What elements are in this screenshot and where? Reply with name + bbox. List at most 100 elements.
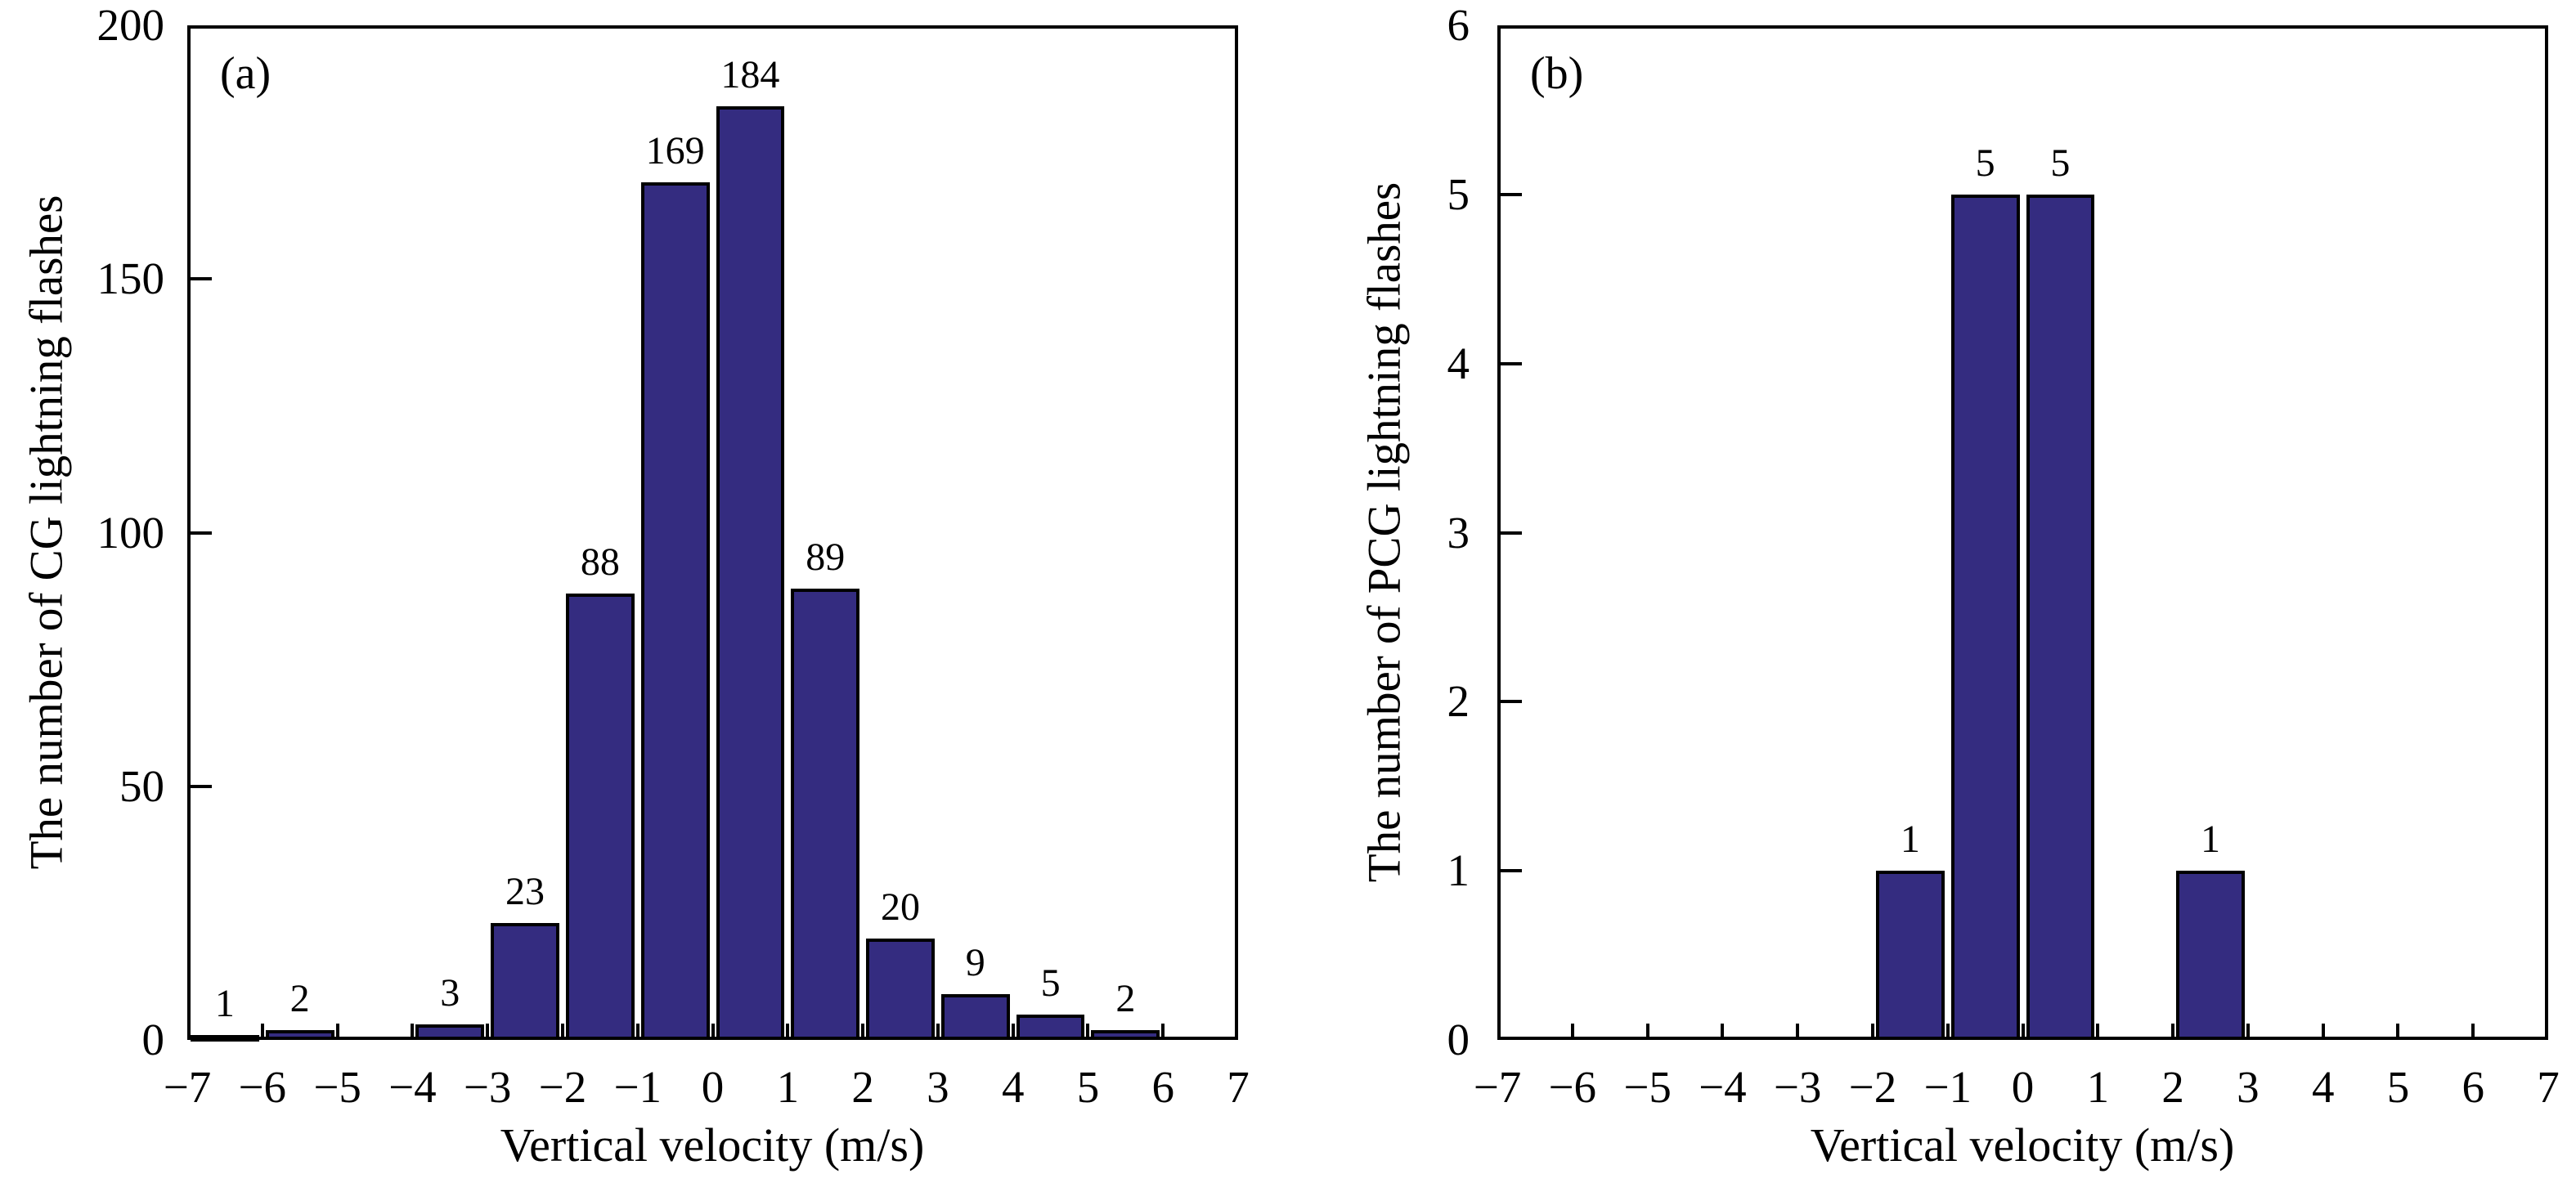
x-tick-label: −1 [613, 1062, 662, 1112]
x-axis-tick [1161, 1024, 1165, 1037]
bar-value-label: 89 [806, 535, 846, 579]
bar-value-label: 88 [580, 540, 620, 584]
x-axis-tick [486, 1024, 490, 1037]
x-tick-label: 3 [2237, 1062, 2260, 1112]
x-axis-tick [1011, 1024, 1015, 1037]
x-tick-label: 5 [1076, 1062, 1100, 1112]
x-tick-label: −4 [1699, 1062, 1747, 1112]
x-axis-tick [1086, 1024, 1090, 1037]
y-tick-label: 3 [1447, 507, 1470, 558]
x-axis-tick [635, 1024, 640, 1037]
y-tick-label: 50 [119, 760, 164, 811]
bar-value-label: 3 [440, 971, 460, 1015]
x-tick-label: 6 [1151, 1062, 1175, 1112]
y-axis-tick [191, 784, 212, 788]
bar-value-label: 5 [1040, 961, 1061, 1005]
x-tick-label: −6 [238, 1062, 287, 1112]
bar-value-label: 9 [965, 941, 985, 985]
x-tick-label: 7 [2537, 1062, 2560, 1112]
x-tick-label: −3 [463, 1062, 512, 1112]
x-tick-label: 7 [1227, 1062, 1250, 1112]
x-axis-tick [1945, 1024, 1950, 1037]
y-tick-label: 5 [1447, 168, 1470, 219]
x-axis-tick [786, 1024, 790, 1037]
panel-label-b: (b) [1530, 48, 1584, 99]
x-tick-label: −7 [1473, 1062, 1522, 1112]
x-tick-label: −7 [163, 1062, 212, 1112]
x-tick-label: 0 [701, 1062, 725, 1112]
x-axis-tick [2396, 1024, 2400, 1037]
x-tick-label: −3 [1773, 1062, 1822, 1112]
y-axis-tick [1501, 531, 1522, 535]
x-axis-tick [2171, 1024, 2175, 1037]
y-tick-label: 100 [96, 507, 165, 558]
y-tick-label: 2 [1447, 676, 1470, 727]
x-tick-label: −4 [388, 1062, 437, 1112]
y-axis-tick [191, 531, 212, 535]
bar-bin-1-to-2 [791, 588, 860, 1040]
x-axis-tick [260, 1024, 264, 1037]
x-axis-tick [1721, 1024, 1725, 1037]
bar-bin-0-to-1 [2026, 194, 2095, 1040]
x-tick-label: −2 [1848, 1062, 1897, 1112]
x-axis-tick [2096, 1024, 2100, 1037]
x-axis-tick [861, 1024, 865, 1037]
x-axis-tick [1570, 1024, 1574, 1037]
x-tick-label: 2 [851, 1062, 874, 1112]
x-axis-tick [1870, 1024, 1874, 1037]
bar-bin--2-to--1 [1875, 871, 1945, 1040]
x-tick-label: −6 [1548, 1062, 1597, 1112]
bar-bin--4-to--3 [415, 1024, 485, 1040]
bar-value-label: 1 [214, 981, 235, 1025]
x-axis-tick [2321, 1024, 2325, 1037]
y-axis-tick [191, 277, 212, 281]
bar-bin--1-to-0 [1950, 194, 2020, 1040]
bar-bin-5-to-6 [1091, 1029, 1160, 1040]
y-axis-tick [1501, 361, 1522, 365]
bar-bin--6-to--5 [265, 1029, 334, 1040]
x-axis-tick [936, 1024, 940, 1037]
bar-bin--1-to-0 [640, 182, 710, 1040]
x-tick-label: 4 [2311, 1062, 2335, 1112]
bar-value-label: 23 [505, 870, 545, 914]
y-axis-tick [1501, 192, 1522, 196]
x-axis-tick [1645, 1024, 1649, 1037]
bar-value-label: 5 [1975, 141, 1995, 185]
y-tick-label: 4 [1447, 338, 1470, 388]
plot-area-b [1497, 25, 2548, 1040]
x-axis-tick [335, 1024, 339, 1037]
bar-bin--2-to--1 [565, 593, 635, 1040]
bar-bin--7-to--6 [191, 1034, 259, 1042]
x-tick-label: 0 [2011, 1062, 2035, 1112]
bar-bin-3-to-4 [940, 994, 1010, 1040]
x-axis-tick [2246, 1024, 2250, 1037]
x-tick-label: −2 [538, 1062, 587, 1112]
bar-bin-2-to-3 [866, 938, 935, 1040]
y-tick-label: 200 [96, 0, 165, 50]
y-axis-tick [1501, 700, 1522, 704]
y-axis-tick [1501, 869, 1522, 873]
plot-area-a [187, 25, 1238, 1040]
x-tick-label: 5 [2386, 1062, 2410, 1112]
y-tick-label: 0 [1447, 1015, 1470, 1064]
x-tick-label: −1 [1923, 1062, 1972, 1112]
x-tick-label: 2 [2161, 1062, 2184, 1112]
bar-value-label: 5 [2050, 141, 2071, 185]
bar-bin-4-to-5 [1016, 1014, 1085, 1040]
x-axis-tick [560, 1024, 564, 1037]
x-axis-title-a: Vertical velocity (m/s) [500, 1118, 925, 1172]
bar-bin--3-to--2 [491, 923, 559, 1040]
x-axis-tick [711, 1024, 715, 1037]
bar-value-label: 169 [645, 129, 705, 173]
x-axis-title-b: Vertical velocity (m/s) [1810, 1118, 2235, 1172]
x-tick-label: 3 [927, 1062, 949, 1112]
y-tick-label: 1 [1447, 845, 1470, 896]
x-axis-tick [2021, 1024, 2025, 1037]
bar-value-label: 20 [881, 885, 920, 929]
bar-value-label: 2 [289, 976, 310, 1020]
bar-value-label: 1 [2201, 818, 2220, 862]
bar-value-label: 184 [720, 53, 780, 97]
y-tick-label: 150 [96, 253, 165, 304]
x-tick-label: −5 [313, 1062, 361, 1112]
